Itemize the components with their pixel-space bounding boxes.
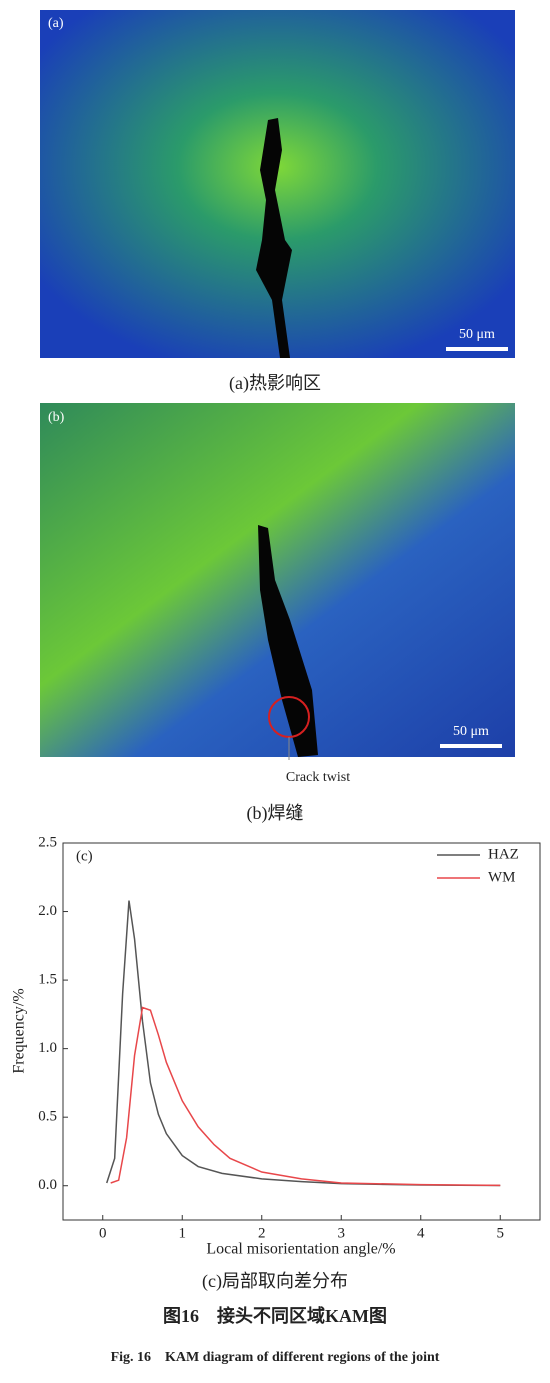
x-tick-label: 5	[497, 1225, 505, 1241]
scale-bar	[440, 744, 502, 748]
y-tick-label: 1.5	[38, 972, 57, 988]
y-tick-label: 2.5	[38, 834, 57, 850]
panel-label: (b)	[48, 410, 65, 425]
crack	[258, 525, 318, 757]
legend-label: WM	[488, 869, 516, 885]
caption: (a)热影响区	[229, 373, 321, 394]
y-tick-label: 2.0	[38, 903, 57, 919]
legend-label: HAZ	[488, 846, 519, 862]
line	[106, 900, 501, 1187]
y-tick-label: 0.0	[38, 1177, 57, 1193]
line	[110, 1006, 501, 1187]
scale-label: 50 μm	[453, 724, 489, 739]
caption: (b)焊缝	[247, 803, 304, 824]
x-axis-label: Local misorientation angle/%	[206, 1241, 395, 1258]
scale-bar	[446, 347, 508, 351]
y-tick-label: 1.0	[38, 1040, 57, 1056]
panel-label: (c)	[76, 848, 93, 864]
scale-label: 50 μm	[459, 327, 495, 342]
x-tick-label: 2	[258, 1225, 266, 1241]
x-tick-label: 1	[179, 1225, 187, 1241]
micrograph	[40, 403, 515, 757]
chart: (c) Local misorientation angle/% Frequen…	[11, 834, 541, 1292]
crack	[256, 118, 292, 358]
figure-title: 图16 接头不同区域KAM图	[163, 1305, 387, 1326]
x-tick-label: 3	[338, 1225, 346, 1241]
x-tick-label: 0	[99, 1225, 107, 1241]
annotation: Crack twist	[286, 770, 350, 785]
y-tick-label: 0.5	[38, 1109, 57, 1125]
x-tick-label: 4	[417, 1225, 425, 1241]
y-axis-label: Frequency/%	[11, 988, 28, 1073]
panel-label: (a)	[48, 16, 64, 31]
figure-title-en: Fig. 16 KAM diagram of different regions…	[111, 1350, 440, 1365]
caption: (c)局部取向差分布	[202, 1271, 348, 1292]
plot-frame	[62, 842, 541, 1221]
